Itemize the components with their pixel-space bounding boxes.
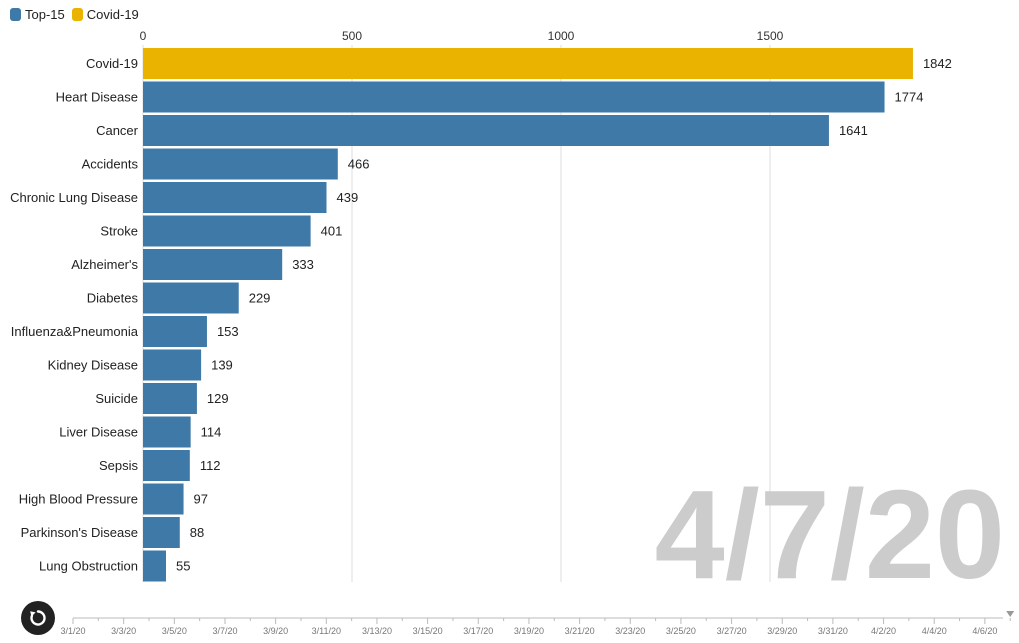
timeline-tick-label: 3/17/20 <box>463 626 493 636</box>
category-label: Sepsis <box>99 458 139 473</box>
value-label: 1774 <box>895 90 924 105</box>
value-label: 466 <box>348 157 370 172</box>
timeline-tick-label: 3/3/20 <box>111 626 136 636</box>
legend-label: Top-15 <box>25 6 65 22</box>
date-watermark: 4/7/20 <box>655 464 1005 605</box>
category-label: Suicide <box>95 391 138 406</box>
bar <box>143 81 885 113</box>
category-label: Diabetes <box>87 291 139 306</box>
category-label: Liver Disease <box>59 425 138 440</box>
value-label: 401 <box>321 224 343 239</box>
value-label: 229 <box>249 291 271 306</box>
bar <box>143 450 190 481</box>
timeline-handle[interactable] <box>1006 611 1015 617</box>
timeline-tick-label: 3/29/20 <box>767 626 797 636</box>
bar <box>143 115 829 146</box>
value-label: 333 <box>292 257 314 272</box>
category-label: Covid-19 <box>86 56 138 71</box>
bar <box>143 416 191 448</box>
value-label: 88 <box>190 525 204 540</box>
timeline-tick-label: 3/19/20 <box>514 626 544 636</box>
category-label: Lung Obstruction <box>39 559 138 574</box>
timeline-tick-label: 3/1/20 <box>60 626 85 636</box>
x-tick-label: 500 <box>342 29 362 43</box>
bar <box>143 182 327 213</box>
legend-swatch <box>71 7 83 21</box>
value-label: 1842 <box>923 56 952 71</box>
category-label: Heart Disease <box>56 90 138 105</box>
legend: Top-15 Covid-19 <box>10 5 139 23</box>
bars: Covid-19 1842 Heart Disease 1774 Cancer 1641 A… <box>10 48 952 582</box>
bar <box>143 483 184 515</box>
x-tick-label: 0 <box>140 29 147 43</box>
bar <box>143 517 180 548</box>
replay-icon <box>30 610 46 626</box>
timeline-tick-label: 4/4/20 <box>922 626 947 636</box>
value-label: 55 <box>176 559 190 574</box>
value-label: 114 <box>201 425 222 440</box>
timeline-tick-label: 3/27/20 <box>717 626 747 636</box>
x-tick-label: 1000 <box>548 29 575 43</box>
bar <box>143 249 283 280</box>
bar <box>143 148 338 180</box>
bar <box>143 349 202 381</box>
category-label: Accidents <box>82 157 139 172</box>
x-tick-label: 1500 <box>757 29 784 43</box>
bar <box>143 215 311 247</box>
bar <box>143 550 166 582</box>
value-label: 439 <box>337 190 359 205</box>
legend-label: Covid-19 <box>86 6 139 22</box>
bar <box>143 282 239 314</box>
category-label: Chronic Lung Disease <box>10 190 138 205</box>
timeline-tick-label: 3/9/20 <box>263 626 288 636</box>
timeline-tick-label: 4/6/20 <box>972 626 997 636</box>
timeline-tick-label: 3/21/20 <box>565 626 595 636</box>
category-label: Alzheimer's <box>71 257 138 272</box>
timeline-tick-label: 3/5/20 <box>162 626 187 636</box>
timeline-tick-label: 3/11/20 <box>312 626 341 636</box>
legend-item-top-15[interactable]: Top-15 <box>10 7 65 22</box>
category-label: High Blood Pressure <box>19 492 138 507</box>
timeline-tick-label: 4/2/20 <box>871 626 896 636</box>
timeline-slider[interactable]: 3/1/20 3/3/20 3/5/20 3/7/20 3/9/20 3/11/20 3/1… <box>60 611 1015 636</box>
x-axis: 0 500 1000 1500 <box>140 29 784 43</box>
bar <box>143 383 197 414</box>
timeline-tick-label: 3/31/20 <box>818 626 848 636</box>
value-label: 139 <box>211 358 233 373</box>
legend-swatch <box>10 7 21 21</box>
replay-button[interactable] <box>21 601 55 635</box>
value-label: 1641 <box>839 123 868 138</box>
bar <box>143 316 207 347</box>
category-label: Cancer <box>96 123 139 138</box>
timeline-tick-label: 3/13/20 <box>362 626 392 636</box>
timeline-tick-label: 3/23/20 <box>615 626 645 636</box>
timeline-tick-label: 3/7/20 <box>212 626 237 636</box>
value-label: 112 <box>200 458 221 473</box>
legend-item-covid-19[interactable]: Covid-19 <box>71 6 139 22</box>
bar <box>143 48 913 79</box>
category-label: Stroke <box>100 224 138 239</box>
category-label: Kidney Disease <box>48 358 138 373</box>
timeline-tick-label: 3/15/20 <box>413 626 443 636</box>
value-label: 129 <box>207 391 229 406</box>
value-label: 153 <box>217 324 239 339</box>
category-label: Parkinson's Disease <box>21 525 138 540</box>
value-label: 97 <box>194 492 208 507</box>
category-label: Influenza&Pneumonia <box>11 324 139 339</box>
timeline-tick-label: 3/25/20 <box>666 626 696 636</box>
